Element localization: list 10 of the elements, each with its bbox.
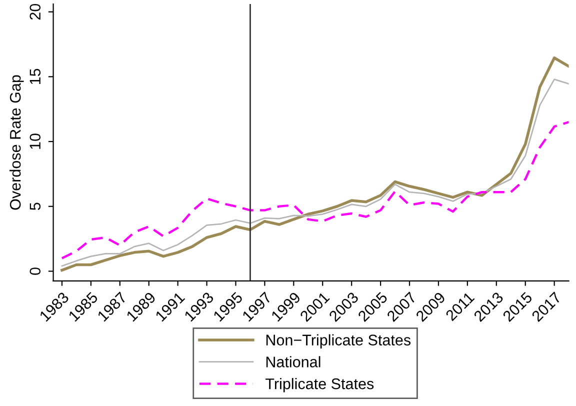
legend-label: Non−Triplicate States xyxy=(266,334,411,348)
y-tick-label: 20 xyxy=(30,4,41,20)
y-axis-title: Overdose Rate Gap xyxy=(10,75,24,210)
legend-label: National xyxy=(266,356,320,368)
y-tick-label: 10 xyxy=(30,134,41,149)
legend-label: Triplicate States xyxy=(266,378,374,392)
y-tick-label: 15 xyxy=(30,68,41,84)
y-tick-label: 5 xyxy=(30,202,41,210)
line-series xyxy=(60,120,569,260)
y-tick-label: 0 xyxy=(30,268,41,275)
